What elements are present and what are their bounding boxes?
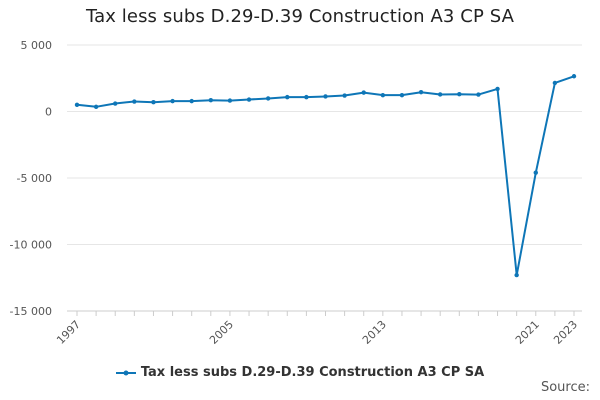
x-tick-label: 2005: [207, 318, 236, 347]
data-point[interactable]: [132, 99, 137, 104]
data-point[interactable]: [189, 98, 194, 104]
source-label: Source:: [540, 380, 590, 395]
axes: [67, 310, 582, 316]
data-point[interactable]: [457, 92, 462, 97]
x-tick-label: 2023: [551, 318, 580, 347]
y-tick-label: 0: [45, 106, 52, 119]
legend-item[interactable]: Tax less subs D.29-D.39 Construction A3 …: [115, 365, 485, 380]
data-point[interactable]: [380, 92, 386, 98]
data-point[interactable]: [437, 92, 443, 97]
data-point[interactable]: [514, 272, 519, 278]
y-tick-label: -10 000: [10, 239, 52, 252]
data-point[interactable]: [227, 98, 233, 103]
data-point[interactable]: [265, 96, 271, 101]
legend-line-marker-icon: [115, 370, 136, 375]
x-tick-label: 2021: [513, 318, 542, 347]
legend: Tax less subs D.29-D.39 Construction A3 …: [0, 365, 600, 380]
data-point[interactable]: [552, 80, 558, 86]
data-point[interactable]: [418, 90, 424, 95]
data-point[interactable]: [151, 99, 156, 105]
y-tick-label: -5 000: [17, 172, 52, 185]
chart-title: Tax less subs D.29-D.39 Construction A3 …: [85, 6, 514, 27]
data-point[interactable]: [361, 90, 366, 95]
data-point[interactable]: [533, 170, 538, 175]
data-point[interactable]: [304, 94, 309, 100]
series-layer: [74, 74, 577, 278]
data-point[interactable]: [476, 92, 481, 97]
x-tick-label: 1997: [54, 318, 83, 347]
y-tick-label: 5 000: [21, 39, 53, 52]
series-line: [76, 75, 575, 277]
x-tick-label: 2013: [360, 318, 389, 347]
data-point[interactable]: [571, 74, 577, 79]
legend-label: Tax less subs D.29-D.39 Construction A3 …: [140, 365, 485, 380]
y-axis-tick-labels: 5 000 0 -5 000 -10 000 -15 000: [10, 39, 52, 318]
data-point[interactable]: [93, 104, 99, 110]
gridlines: [67, 44, 582, 245]
data-point[interactable]: [208, 97, 214, 103]
data-point[interactable]: [285, 94, 290, 100]
x-axis-tick-labels: 1997 2005 2013 2021 2023: [54, 318, 580, 347]
data-point[interactable]: [323, 94, 328, 99]
data-point[interactable]: [113, 101, 118, 106]
data-point[interactable]: [246, 97, 252, 102]
data-point[interactable]: [170, 98, 175, 104]
data-point[interactable]: [342, 93, 347, 98]
data-point[interactable]: [74, 102, 80, 108]
data-point[interactable]: [495, 86, 500, 92]
y-tick-label: -15 000: [10, 305, 52, 318]
data-point[interactable]: [399, 92, 405, 98]
